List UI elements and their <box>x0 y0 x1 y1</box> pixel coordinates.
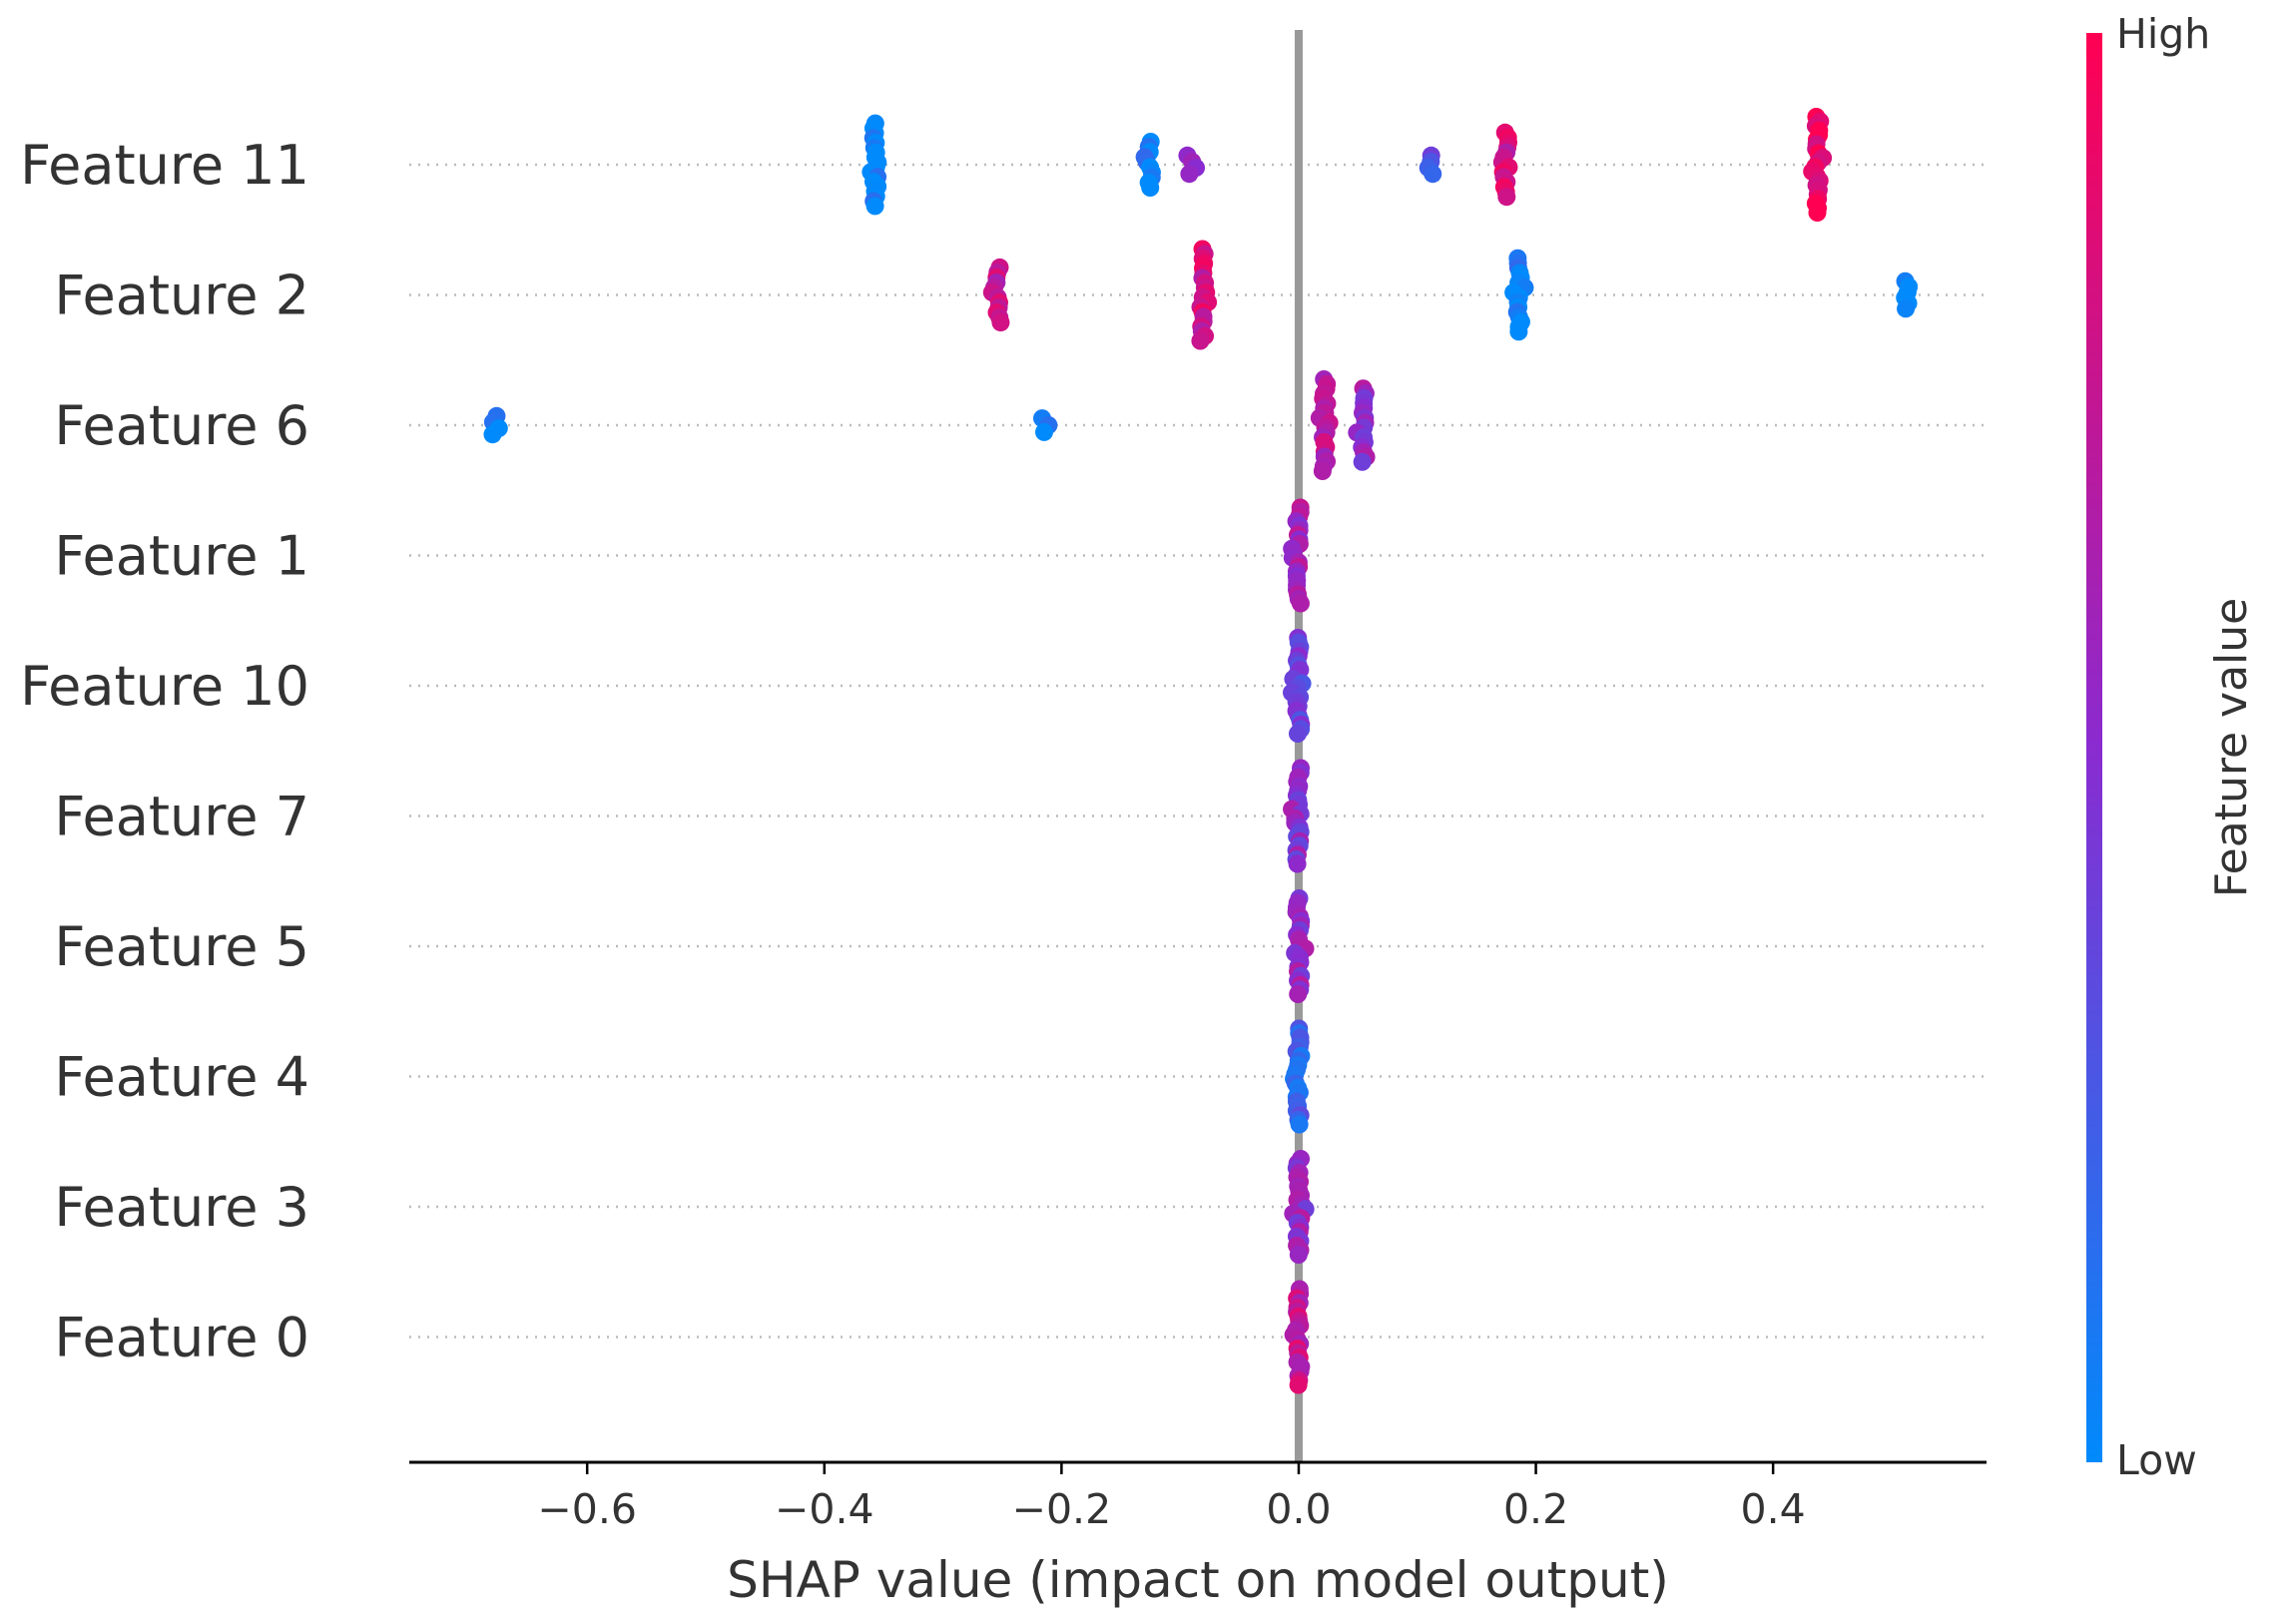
shap-point <box>1509 322 1528 341</box>
shap-point <box>483 425 502 444</box>
shap-points <box>483 108 1919 1394</box>
shap-point <box>1808 204 1827 222</box>
shap-point <box>1424 165 1442 184</box>
shap-point <box>1288 725 1307 743</box>
shap-point <box>1191 331 1210 350</box>
feature-label: Feature 10 <box>20 655 309 718</box>
colorbar-high-label: High <box>2116 10 2210 58</box>
shap-point <box>1897 299 1916 318</box>
shap-point <box>1180 165 1199 184</box>
x-tick-label: 0.0 <box>1266 1485 1331 1533</box>
feature-label: Feature 3 <box>54 1176 309 1239</box>
shap-point <box>1288 854 1307 873</box>
feature-label: Feature 2 <box>54 265 309 327</box>
shap-point <box>991 313 1010 332</box>
shap-point <box>865 197 884 216</box>
shap-point <box>1353 452 1372 471</box>
x-axis-ticks: −0.6 −0.4 −0.2 0.0 0.2 0.4 <box>537 1462 1806 1533</box>
shap-point <box>1289 1246 1308 1264</box>
colorbar-title: Feature value <box>2206 598 2257 897</box>
x-tick-label: 0.2 <box>1503 1485 1568 1533</box>
shap-point <box>1313 462 1332 480</box>
feature-label: Feature 11 <box>20 134 309 197</box>
colorbar <box>2086 33 2102 1462</box>
shap-point <box>1290 1115 1309 1134</box>
colorbar-low-label: Low <box>2116 1436 2197 1484</box>
x-tick-label: −0.6 <box>537 1485 637 1533</box>
shap-point <box>1497 188 1516 207</box>
shap-point <box>1034 422 1053 441</box>
feature-label: Feature 4 <box>54 1046 309 1109</box>
x-tick-label: −0.2 <box>1012 1485 1112 1533</box>
feature-label: Feature 5 <box>54 915 309 978</box>
x-tick-label: −0.4 <box>775 1485 874 1533</box>
feature-label: Feature 6 <box>54 394 309 457</box>
shap-point <box>1291 594 1310 613</box>
feature-label: Feature 1 <box>54 525 309 588</box>
shap-point <box>1289 1375 1308 1394</box>
shap-point <box>1141 179 1160 197</box>
feature-label: Feature 0 <box>54 1307 309 1369</box>
feature-labels: Feature 11 Feature 2 Feature 6 Feature 1 Fea… <box>20 134 309 1369</box>
x-tick-label: 0.4 <box>1741 1485 1806 1533</box>
feature-label: Feature 7 <box>54 786 309 848</box>
x-axis-title: SHAP value (impact on model output) <box>727 1551 1669 1609</box>
shap-point <box>1289 985 1308 1003</box>
